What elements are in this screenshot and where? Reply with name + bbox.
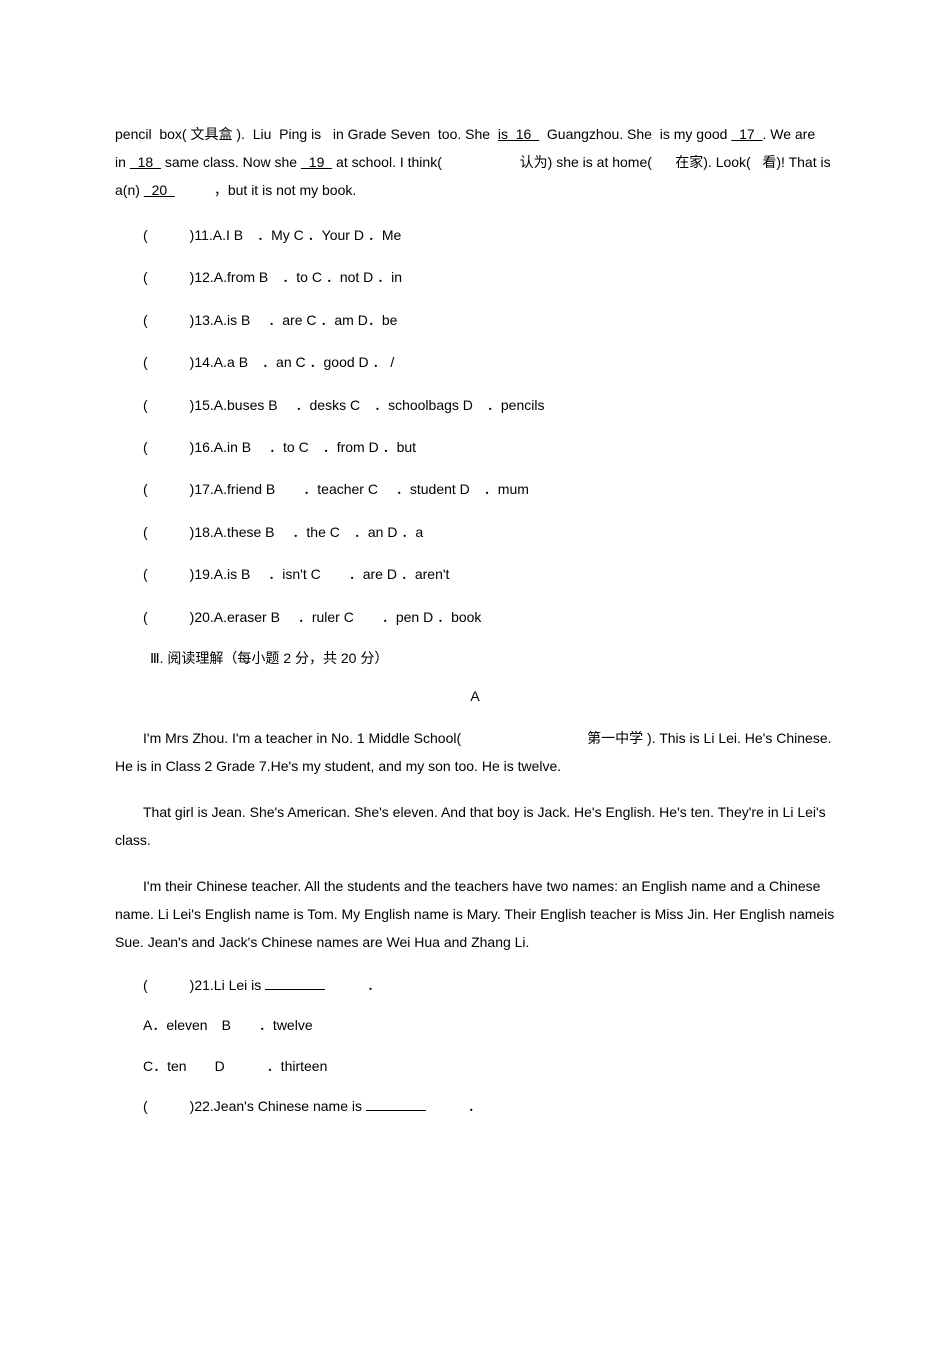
item-opts: A.a B ．an C ．good D ． /: [214, 354, 395, 370]
cloze-item-16: ( )16.A.in B ．to C ．from D ．but: [115, 436, 835, 458]
q-num: 22: [194, 1098, 210, 1114]
cloze-item-11: ( )11.A.I B ．My C ．Your D ．Me: [115, 224, 835, 246]
cloze-item-13: ( )13.A.is B ．are C ．am D．be: [115, 309, 835, 331]
item-num: 17: [194, 481, 210, 497]
cloze-item-20: ( )20.A.eraser B ．ruler C ．pen D ．book: [115, 606, 835, 628]
item-num: 14: [194, 354, 210, 370]
item-num: 12: [194, 269, 210, 285]
q-stem-prefix: Jean's Chinese name is: [214, 1098, 366, 1114]
reading-q21-opt-line-2: C．ten D ．thirteen: [115, 1055, 835, 1077]
item-num: 18: [194, 524, 210, 540]
item-num: 11: [194, 227, 209, 243]
cloze-item-18: ( )18.A.these B ．the C ．an D ．a: [115, 521, 835, 543]
reading-paragraph-3: I'm their Chinese teacher. All the stude…: [115, 872, 835, 956]
reading-q21: ( )21.Li Lei is ．: [115, 974, 835, 996]
item-num: 19: [194, 566, 210, 582]
item-num: 15: [194, 397, 210, 413]
cloze-questions: ( )11.A.I B ．My C ．Your D ．Me ( )12.A.fr…: [115, 224, 835, 628]
item-opts: A.friend B ．teacher C ．student D ．mum: [214, 481, 529, 497]
reading-title-a: A: [115, 688, 835, 704]
cloze-item-15: ( )15.A.buses B ．desks C ．schoolbags D ．…: [115, 394, 835, 416]
reading-paragraph-2: That girl is Jean. She's American. She's…: [115, 798, 835, 854]
item-opts: A.is B ．are C ．am D．be: [214, 312, 398, 328]
blank: [366, 1096, 426, 1111]
blank: [265, 975, 325, 990]
item-opts: A.from B ．to C ．not D ．in: [214, 269, 402, 285]
item-opts: A.in B ．to C ．from D ．but: [214, 439, 416, 455]
item-num: 20: [194, 609, 210, 625]
cloze-item-17: ( )17.A.friend B ．teacher C ．student D ．…: [115, 478, 835, 500]
reading-paragraph-1: I'm Mrs Zhou. I'm a teacher in No. 1 Mid…: [115, 724, 835, 780]
cloze-item-12: ( )12.A.from B ．to C ．not D ．in: [115, 266, 835, 288]
cloze-item-19: ( )19.A.is B ．isn't C ．are D ．aren't: [115, 563, 835, 585]
cloze-item-14: ( )14.A.a B ．an C ．good D ． /: [115, 351, 835, 373]
q-num: 21: [194, 977, 210, 993]
item-opts: A.eraser B ．ruler C ．pen D ．book: [214, 609, 482, 625]
item-opts: A.I B ．My C ．Your D ．Me: [213, 227, 402, 243]
item-num: 16: [194, 439, 210, 455]
item-opts: A.buses B ．desks C ．schoolbags D ．pencil…: [214, 397, 545, 413]
q-stem-suffix: ．: [367, 977, 381, 993]
page-content: pencil box( 文具盒 ). Liu Ping is in Grade …: [0, 0, 950, 1215]
item-opts: A.is B ．isn't C ．are D ．aren't: [214, 566, 450, 582]
reading-q22: ( )22.Jean's Chinese name is ．: [115, 1095, 835, 1117]
item-opts: A.these B ．the C ．an D ．a: [214, 524, 423, 540]
reading-section-header: Ⅲ. 阅读理解（每小题 2 分，共 20 分）: [115, 648, 835, 668]
cloze-passage: pencil box( 文具盒 ). Liu Ping is in Grade …: [115, 120, 835, 204]
item-num: 13: [194, 312, 210, 328]
q-stem-suffix: ．: [468, 1098, 482, 1114]
q-stem-prefix: Li Lei is: [214, 977, 265, 993]
reading-q21-opt-line-1: A．eleven B ．twelve: [115, 1014, 835, 1036]
